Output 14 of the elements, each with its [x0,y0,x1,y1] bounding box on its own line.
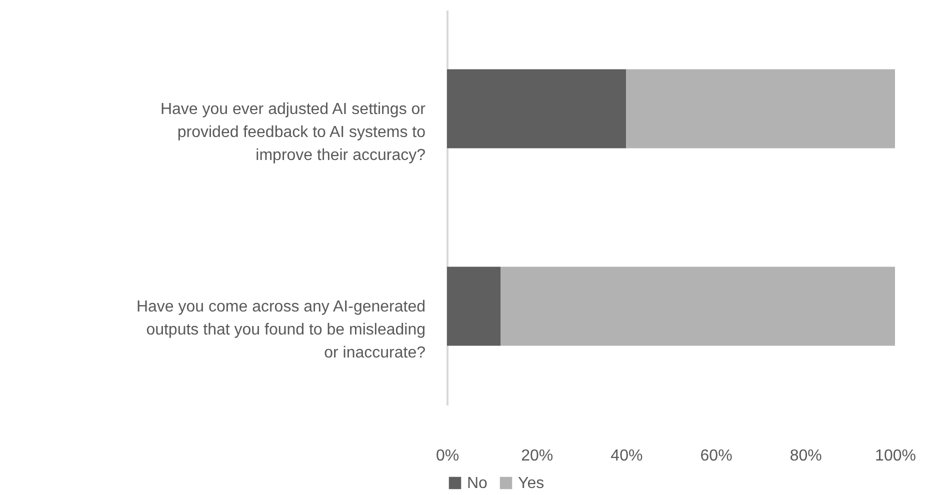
x-tick-label: 40% [610,448,643,464]
x-tick-label: 20% [521,448,554,464]
x-tick-label: 100% [875,448,916,464]
bar [447,266,501,346]
bar [626,69,895,148]
legend-label: No [467,475,488,492]
bar [500,266,895,346]
x-tick-label: 60% [700,448,732,464]
legend-label: Yes [518,475,544,492]
y-tick-label: Have you come across any AI-generated outputs that you found to be misleading or inaccurate? [136,298,426,362]
x-tick-label: 0% [436,448,460,464]
bar [447,69,626,148]
y-tick-label: Have you ever adjusted AI settings or provided feedback to AI systems to improve their accuracy? [160,100,426,164]
x-tick-label: 80% [790,448,822,464]
